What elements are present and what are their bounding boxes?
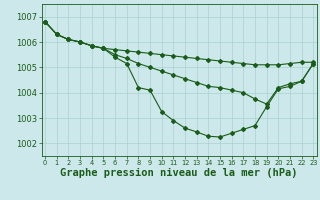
X-axis label: Graphe pression niveau de la mer (hPa): Graphe pression niveau de la mer (hPa) bbox=[60, 168, 298, 178]
